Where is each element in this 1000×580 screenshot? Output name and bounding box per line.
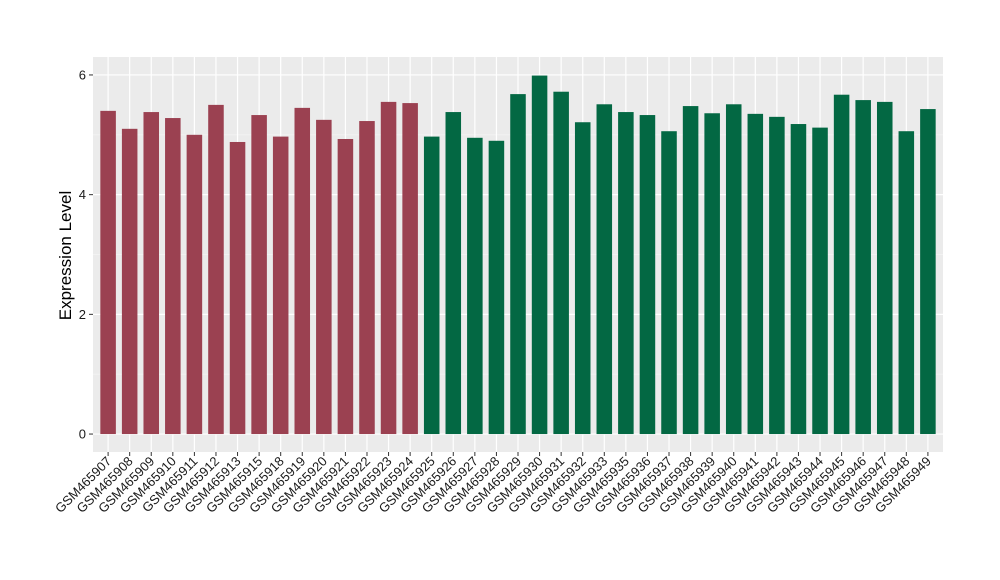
bar-GSM465918 <box>272 136 289 435</box>
bar-GSM465939 <box>704 113 720 435</box>
y-axis-title: Expression Level <box>56 191 75 320</box>
bar-GSM465931 <box>553 91 569 435</box>
bar-GSM465926 <box>445 112 462 435</box>
bar-GSM465913 <box>229 141 246 435</box>
bar-GSM465921 <box>337 138 354 435</box>
bar-GSM465944 <box>812 127 828 435</box>
bar-GSM465945 <box>833 94 850 435</box>
bar-GSM465947 <box>876 101 893 435</box>
bar-GSM465925 <box>423 136 440 435</box>
bar-GSM465938 <box>682 106 699 435</box>
bar-GSM465919 <box>294 107 311 435</box>
bar-GSM465949 <box>920 109 936 435</box>
y-tick-label: 0 <box>79 427 86 442</box>
bar-GSM465924 <box>402 103 418 435</box>
bar-GSM465912 <box>208 104 224 435</box>
bar-GSM465929 <box>510 94 526 435</box>
bar-GSM465910 <box>165 118 181 435</box>
bar-GSM465948 <box>898 131 915 435</box>
bar-GSM465922 <box>359 121 375 435</box>
bar-GSM465908 <box>121 128 138 435</box>
bar-GSM465923 <box>380 101 397 435</box>
bar-GSM465943 <box>790 124 807 435</box>
bar-GSM465909 <box>143 112 160 435</box>
y-tick-label: 6 <box>79 67 86 82</box>
bar-GSM465937 <box>661 131 677 435</box>
bar-GSM465941 <box>747 113 764 435</box>
bar-GSM465928 <box>488 140 505 435</box>
y-axis: 0 2 4 6 <box>79 67 93 442</box>
bar-GSM465942 <box>769 116 785 435</box>
bar-GSM465935 <box>618 112 634 435</box>
bars <box>100 75 936 435</box>
bar-GSM465946 <box>855 100 871 435</box>
y-tick-label: 4 <box>79 187 86 202</box>
bar-GSM465940 <box>725 104 742 435</box>
bar-GSM465911 <box>186 134 203 435</box>
bar-GSM465915 <box>251 115 267 435</box>
bar-GSM465930 <box>531 75 548 435</box>
bar-GSM465932 <box>574 122 591 435</box>
x-axis: GSM465907GSM465908GSM465909GSM465910GSM4… <box>52 452 934 516</box>
bar-GSM465907 <box>100 110 116 435</box>
bar-GSM465920 <box>316 119 332 435</box>
bar-GSM465927 <box>467 137 483 435</box>
bar-GSM465933 <box>596 104 613 435</box>
bar-GSM465936 <box>639 115 656 435</box>
y-tick-label: 2 <box>79 307 86 322</box>
